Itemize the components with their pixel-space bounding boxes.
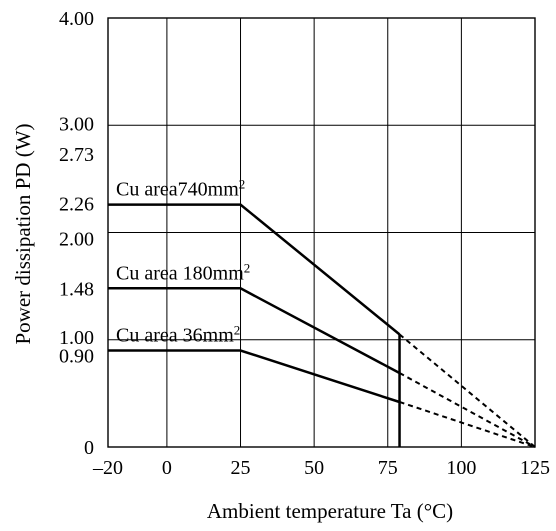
series-extension-3: [399, 401, 536, 448]
series-layer: [108, 203, 536, 448]
series-line-2: [108, 287, 401, 375]
x-tick-label: 25: [231, 457, 251, 479]
series-label-2: Cu area 180mm2: [116, 260, 250, 285]
y-tick-label: 1.48: [59, 278, 94, 300]
y-tick-label: 2.26: [59, 194, 94, 216]
series-label-1: Cu area740mm2: [116, 176, 245, 201]
series-line-3: [108, 349, 400, 404]
y-tick-labels: 0 0.901.00 1.48 2.00 2.26 2.73 3.00 4.00: [59, 8, 94, 459]
y-tick-label: 0.90: [59, 345, 94, 367]
y-tick-label: 3.00: [59, 113, 94, 135]
series-line-1: [108, 203, 401, 336]
y-axis-title: Power dissipation PD (W): [11, 123, 35, 344]
y-tick-label: 2.00: [59, 229, 94, 251]
plot-frame: [107, 17, 536, 448]
x-tick-label: 125: [520, 457, 550, 479]
y-tick-label: 4.00: [59, 8, 94, 30]
series-label-3: Cu area 36mm2: [116, 322, 240, 347]
x-axis-title: Ambient temperature Ta (°C): [207, 499, 453, 523]
superscript-two: 2: [244, 260, 251, 275]
x-tick-label: –20: [92, 457, 123, 479]
superscript-two: 2: [239, 176, 246, 191]
x-tick-label: 100: [446, 457, 476, 479]
series-annotations: Cu area740mm2 Cu area 180mm2 Cu area 36mm2: [116, 176, 250, 346]
x-tick-labels: –20 0 25 50 75 100 125: [92, 457, 550, 479]
y-tick-label: 1.00: [59, 327, 94, 349]
superscript-two: 2: [234, 322, 241, 337]
y-tick-label: 2.73: [59, 144, 94, 166]
grid-layer: [108, 18, 535, 447]
x-tick-label: 50: [304, 457, 324, 479]
series-extension-1: [398, 333, 536, 448]
series-extension-2: [399, 372, 536, 448]
y-tick-label: 0: [84, 437, 94, 459]
x-tick-label: 75: [378, 457, 398, 479]
x-tick-label: 0: [162, 457, 172, 479]
